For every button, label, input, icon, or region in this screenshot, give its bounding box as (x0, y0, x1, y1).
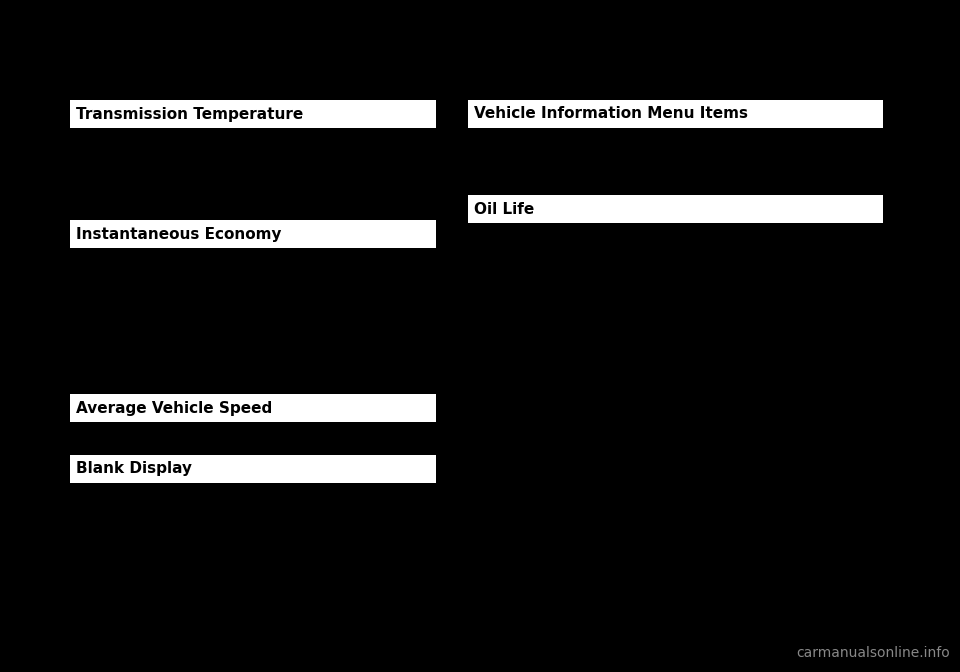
FancyBboxPatch shape (70, 455, 436, 483)
Text: Oil Life: Oil Life (474, 202, 535, 216)
FancyBboxPatch shape (70, 220, 436, 248)
Text: carmanualsonline.info: carmanualsonline.info (796, 646, 950, 660)
Text: Instantaneous Economy: Instantaneous Economy (76, 226, 281, 241)
FancyBboxPatch shape (70, 100, 436, 128)
FancyBboxPatch shape (468, 195, 883, 223)
FancyBboxPatch shape (468, 100, 883, 128)
Text: Blank Display: Blank Display (76, 462, 192, 476)
FancyBboxPatch shape (70, 394, 436, 422)
Text: Average Vehicle Speed: Average Vehicle Speed (76, 401, 273, 415)
Text: Vehicle Information Menu Items: Vehicle Information Menu Items (474, 106, 748, 122)
Text: Transmission Temperature: Transmission Temperature (76, 106, 303, 122)
